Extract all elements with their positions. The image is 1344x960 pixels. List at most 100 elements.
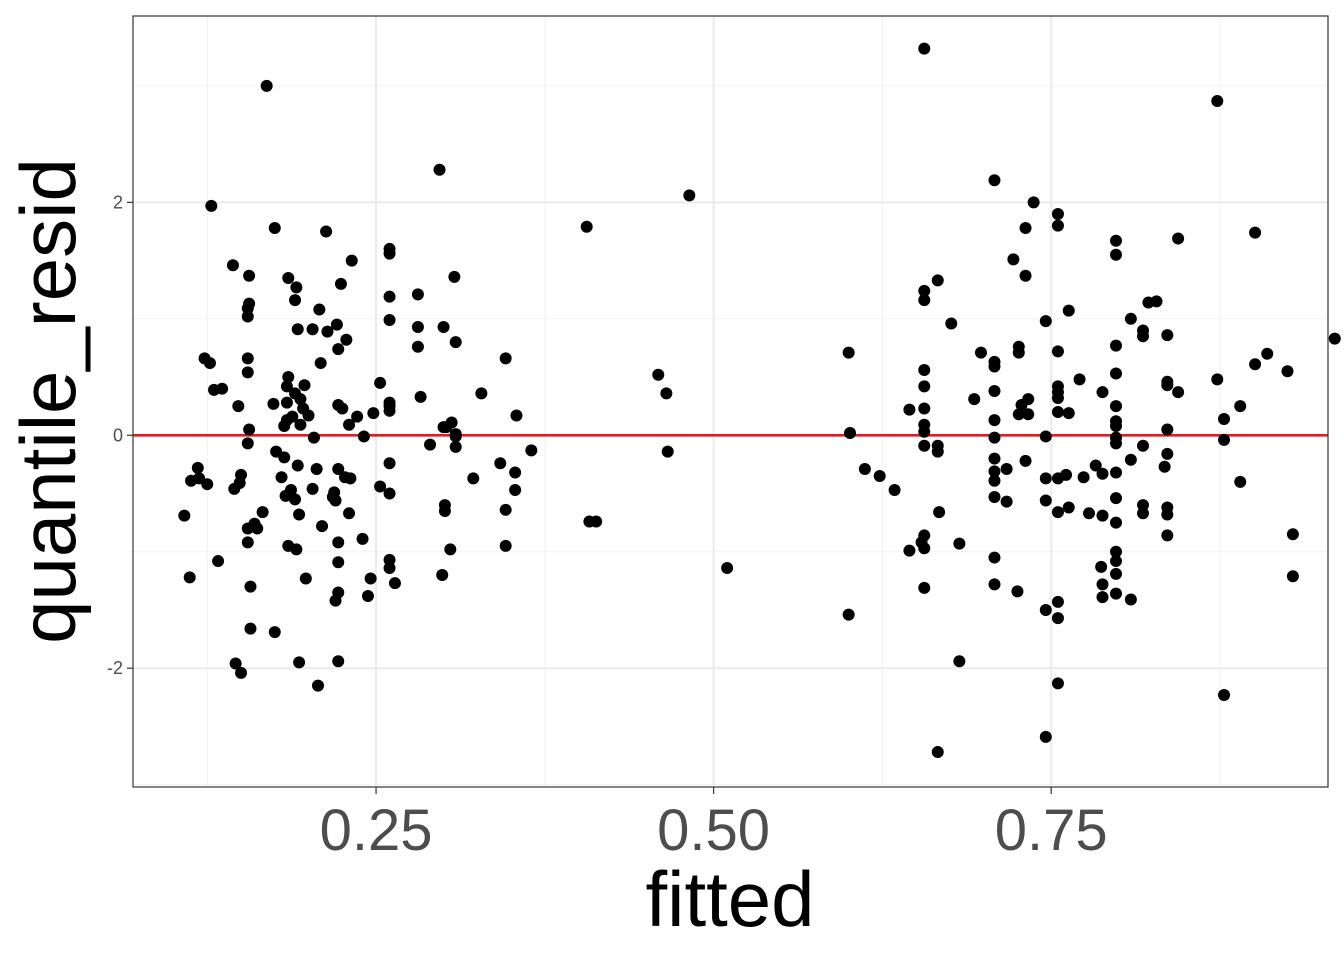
- data-point: [201, 478, 214, 491]
- data-point: [282, 272, 295, 285]
- data-point: [437, 320, 450, 333]
- data-point: [424, 438, 437, 451]
- data-point: [1039, 603, 1052, 616]
- data-point: [1137, 507, 1150, 520]
- data-point: [1249, 358, 1262, 371]
- data-point: [243, 297, 256, 310]
- data-point: [1039, 472, 1052, 485]
- data-point: [332, 343, 345, 356]
- data-point: [903, 544, 916, 557]
- data-point: [988, 452, 1001, 465]
- data-point: [351, 410, 364, 423]
- data-point: [1137, 439, 1150, 452]
- data-point: [1110, 234, 1123, 247]
- data-point: [241, 366, 254, 379]
- data-point: [475, 387, 488, 400]
- data-point: [660, 387, 673, 400]
- data-point: [229, 657, 242, 670]
- data-point: [1161, 508, 1174, 521]
- data-point: [652, 368, 665, 381]
- x-tick-label: 0.25: [320, 798, 433, 863]
- data-point: [1096, 386, 1109, 399]
- data-point: [842, 608, 855, 621]
- y-tick-label: 0: [113, 425, 123, 445]
- x-tick-label: 0.75: [995, 798, 1108, 863]
- data-point: [411, 288, 424, 301]
- data-point: [931, 746, 944, 759]
- data-point: [721, 562, 734, 575]
- data-point: [332, 463, 345, 476]
- data-point: [191, 461, 204, 474]
- data-point: [1051, 219, 1064, 232]
- data-point: [449, 440, 462, 453]
- data-point: [499, 352, 512, 365]
- data-point: [1110, 492, 1123, 505]
- data-point: [278, 451, 291, 464]
- data-point: [918, 581, 931, 594]
- data-point: [1234, 475, 1247, 488]
- data-point: [243, 423, 256, 436]
- data-point: [293, 508, 306, 521]
- data-point: [330, 318, 343, 331]
- data-point: [268, 626, 281, 639]
- data-point: [244, 580, 257, 593]
- data-point: [364, 572, 377, 585]
- data-point: [235, 468, 248, 481]
- x-tick-label: 0.50: [657, 798, 770, 863]
- data-point: [241, 536, 254, 549]
- data-point: [1286, 528, 1299, 541]
- data-point: [298, 379, 311, 392]
- data-point: [1083, 507, 1095, 520]
- data-point: [933, 506, 946, 519]
- data-point: [1261, 347, 1274, 360]
- data-point: [1161, 379, 1174, 392]
- data-point: [299, 572, 312, 585]
- data-point: [1051, 392, 1064, 405]
- data-point: [988, 551, 1001, 564]
- data-point: [1096, 591, 1109, 604]
- data-points: [178, 42, 1341, 759]
- data-point: [988, 578, 1001, 591]
- data-point: [1124, 453, 1137, 466]
- data-point: [1039, 730, 1052, 743]
- data-point: [203, 357, 216, 370]
- data-point: [494, 457, 507, 470]
- data-point: [903, 403, 916, 416]
- data-point: [275, 471, 288, 484]
- data-point: [320, 225, 333, 238]
- data-point: [1096, 467, 1109, 480]
- data-point: [286, 410, 299, 423]
- data-point: [383, 313, 396, 326]
- data-point: [1110, 516, 1123, 529]
- data-point: [256, 506, 269, 519]
- data-point: [988, 414, 1001, 427]
- data-point: [344, 472, 357, 485]
- y-tick-label: -2: [107, 658, 123, 678]
- data-point: [953, 537, 966, 550]
- data-point: [1110, 587, 1123, 600]
- data-point: [1137, 330, 1150, 343]
- y-tick-label: 2: [113, 192, 123, 212]
- data-point: [1096, 578, 1109, 591]
- data-point: [842, 346, 855, 359]
- data-point: [336, 402, 349, 415]
- data-point: [988, 385, 1001, 398]
- data-point: [1019, 221, 1032, 234]
- data-point: [241, 352, 254, 365]
- data-point: [1110, 466, 1123, 479]
- data-point: [1218, 412, 1231, 425]
- data-point: [267, 397, 280, 410]
- data-point: [988, 465, 1001, 478]
- data-point: [918, 284, 931, 297]
- data-point: [313, 303, 326, 316]
- data-point: [388, 577, 401, 590]
- data-point: [438, 504, 451, 517]
- data-point: [383, 247, 396, 260]
- data-point: [1110, 400, 1123, 413]
- data-point: [844, 426, 856, 439]
- data-point: [467, 472, 480, 485]
- data-point: [988, 474, 1001, 487]
- data-point: [918, 402, 931, 415]
- data-point: [1062, 501, 1075, 514]
